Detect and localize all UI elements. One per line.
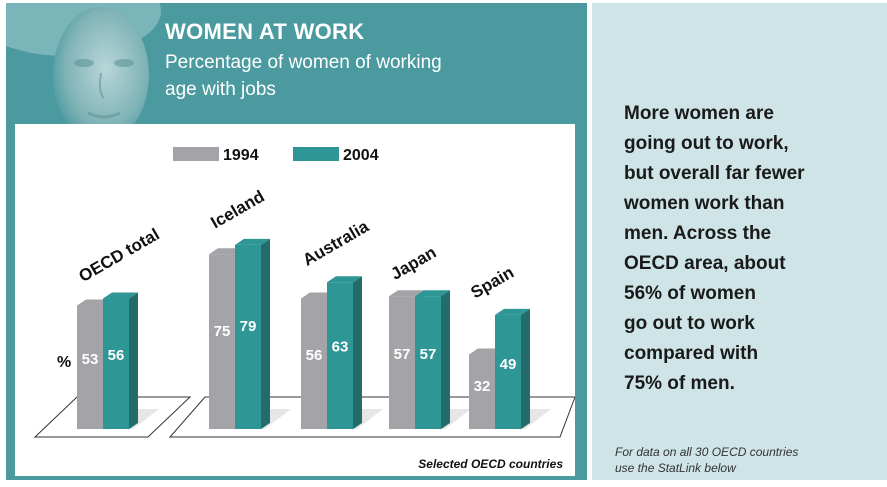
bar-japan-2004 [415, 296, 441, 429]
chart-subtitle: Percentage of women of working age with … [165, 52, 442, 100]
category-label-iceland: Iceland [208, 187, 268, 233]
data-label-spain-2004: 49 [500, 356, 517, 373]
data-label-australia-1994: 56 [306, 347, 323, 364]
bar-spain-1994 [469, 354, 495, 429]
legend-swatch-1994 [173, 147, 219, 161]
bar-side-japan-2004 [441, 290, 450, 429]
bar-top-australia-2004 [327, 276, 362, 283]
bar-side-australia-2004 [353, 276, 362, 429]
summary-text: More women are going out to work, but ov… [624, 103, 805, 394]
legend-label-1994: 1994 [223, 147, 259, 164]
bar-top-iceland-2004 [235, 238, 270, 245]
data-label-japan-1994: 57 [394, 346, 411, 363]
bar-side-oecd-total-2004 [129, 292, 138, 429]
bar-oecd-total-1994 [77, 305, 103, 429]
bar-oecd-total-2004 [103, 298, 129, 429]
bar-australia-2004 [327, 282, 353, 429]
chart-panel: WOMEN AT WORK Percentage of women of wor… [6, 3, 587, 480]
bar-japan-1994 [389, 296, 415, 429]
bar-chart: 53 56 OECD total 75 79 Iceland 56 63 Australia 57… [33, 147, 575, 471]
data-label-iceland-2004: 79 [240, 318, 257, 335]
category-label-oecd-total: OECD total [76, 225, 163, 286]
category-label-spain: Spain [468, 263, 518, 303]
data-label-oecd-total-2004: 56 [108, 347, 125, 364]
bar-top-japan-1994 [389, 290, 424, 297]
data-label-spain-1994: 32 [474, 378, 491, 395]
chart-title: WOMEN AT WORK [165, 19, 365, 44]
legend-swatch-2004 [293, 147, 339, 161]
unit-label: % [57, 354, 71, 371]
bar-top-spain-2004 [495, 308, 530, 315]
bar-australia-1994 [301, 298, 327, 429]
statlink-note: For data on all 30 OECD countries use th… [615, 445, 799, 475]
data-label-oecd-total-1994: 53 [82, 351, 99, 368]
category-label-japan: Japan [388, 243, 440, 284]
chart-caption: Selected OECD countries [418, 457, 563, 471]
bar-side-iceland-2004 [261, 238, 270, 429]
bar-iceland-1994 [209, 254, 235, 429]
bar-spain-2004 [495, 314, 521, 429]
legend-label-2004: 2004 [343, 147, 379, 164]
bar-iceland-2004 [235, 244, 261, 429]
category-label-australia: Australia [300, 217, 373, 270]
data-label-australia-2004: 63 [332, 338, 349, 355]
bar-top-oecd-total-2004 [103, 292, 138, 299]
chart-area: 53 56 OECD total 75 79 Iceland 56 63 Australia 57… [15, 124, 575, 476]
summary-panel: More women are going out to work, but ov… [592, 3, 887, 480]
woman-portrait-image [6, 3, 171, 153]
data-label-japan-2004: 57 [420, 346, 437, 363]
data-label-iceland-1994: 75 [214, 323, 231, 340]
bar-top-japan-2004 [415, 290, 450, 297]
bar-side-spain-2004 [521, 308, 530, 429]
